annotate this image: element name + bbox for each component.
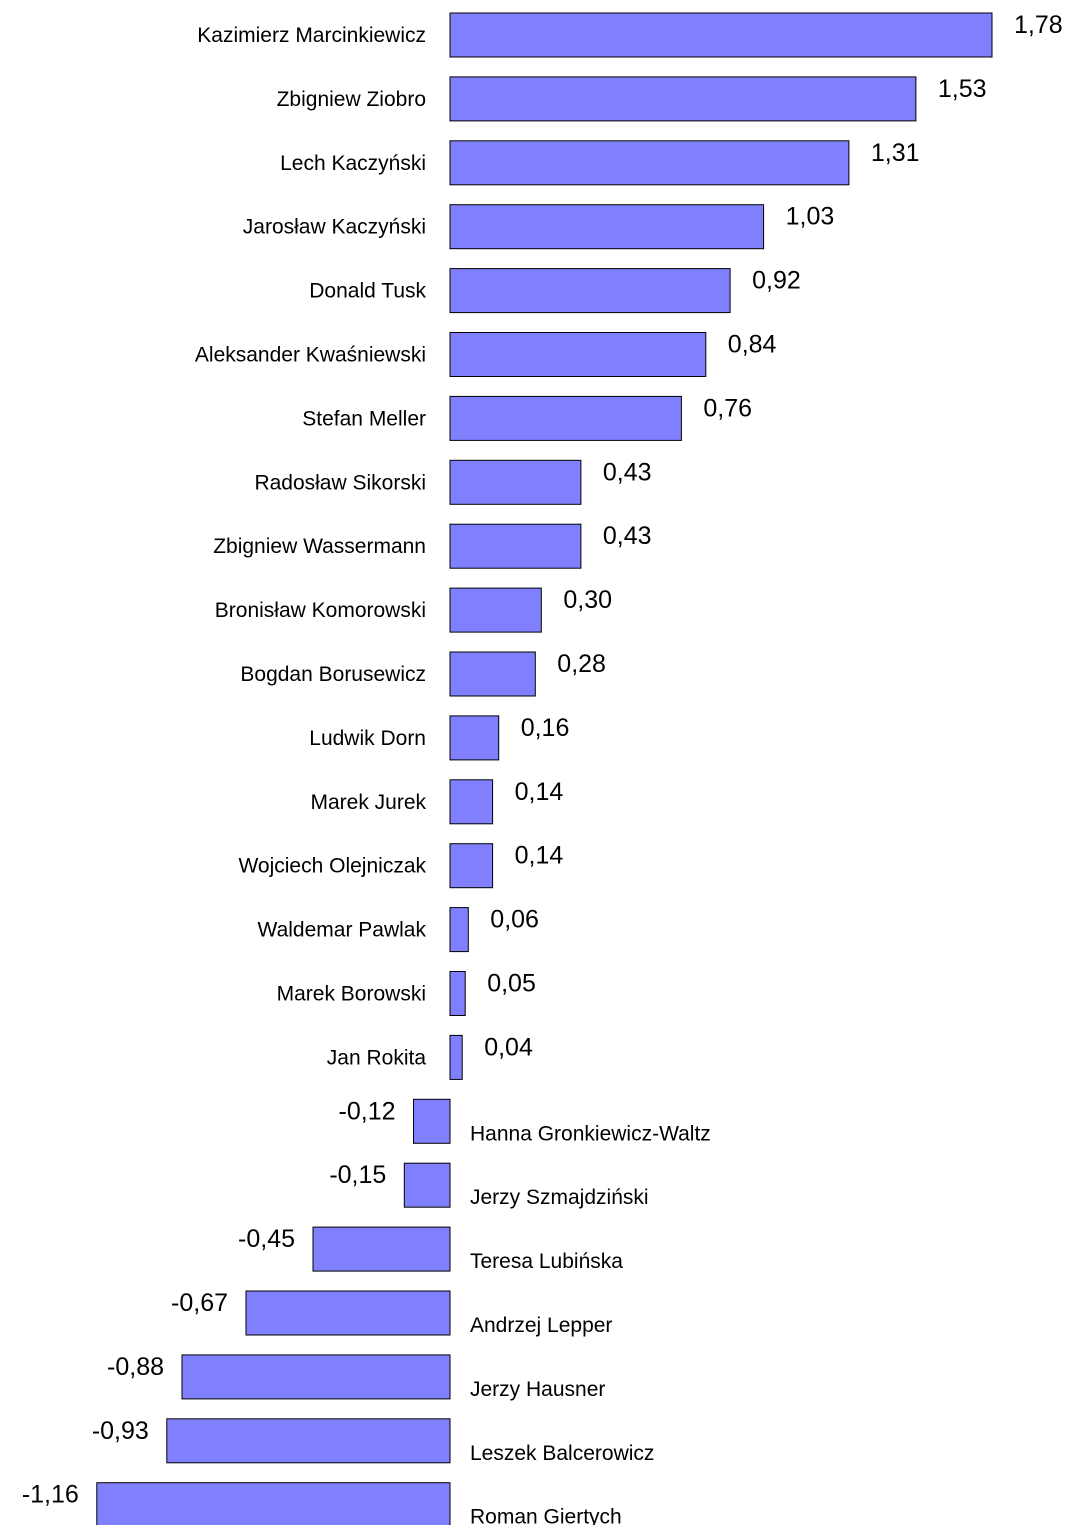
bar [449,1034,463,1080]
bar [96,1482,451,1525]
category-label: Aleksander Kwaśniewski [195,344,426,367]
bar [449,332,707,377]
category-label: Marek Borowski [277,983,426,1006]
category-label: Donald Tusk [309,280,426,303]
value-label: 0,04 [484,1033,533,1061]
bar [166,1418,451,1464]
bar [449,587,542,633]
value-label: 0,76 [703,394,752,422]
value-label: 1,31 [871,139,920,167]
value-label: 0,84 [728,331,777,359]
value-label: -1,16 [22,1481,79,1509]
bar [449,843,494,889]
value-label: 0,92 [752,267,801,295]
value-label: 0,28 [557,650,606,678]
category-label: Jerzy Szmajdziński [470,1186,649,1209]
category-label: Roman Giertych [470,1506,622,1525]
category-label: Kazimierz Marcinkiewicz [197,24,426,47]
category-label: Bronisław Komorowski [215,599,426,622]
bar [181,1354,451,1400]
bar [449,395,682,441]
value-label: 0,43 [603,522,652,550]
category-label: Jerzy Hausner [470,1378,605,1401]
bar [449,651,536,697]
category-label: Teresa Lubińska [470,1250,623,1273]
bar [449,779,494,825]
category-label: Stefan Meller [302,407,426,430]
value-label: -0,15 [329,1161,386,1189]
bar [449,12,993,58]
value-label: -0,45 [238,1225,295,1253]
bar [403,1162,451,1208]
value-label: -0,12 [339,1097,396,1125]
category-label: Hanna Gronkiewicz-Waltz [470,1122,711,1145]
bar [449,907,469,953]
bar [413,1098,451,1144]
bar [449,523,582,569]
value-label: 0,30 [563,586,612,614]
bar [449,971,466,1016]
bar [449,459,582,505]
value-label: -0,67 [171,1289,228,1317]
bar [449,268,731,314]
bar [449,715,500,761]
category-label: Zbigniew Ziobro [277,88,426,111]
category-label: Bogdan Borusewicz [240,663,426,686]
category-label: Marek Jurek [310,791,426,814]
value-label: 0,06 [490,906,539,934]
bar [449,204,765,250]
value-label: 0,43 [603,458,652,486]
value-label: 0,16 [521,714,570,742]
bar [449,76,917,122]
category-label: Lech Kaczyński [280,152,426,175]
category-label: Radosław Sikorski [254,471,426,494]
category-label: Wojciech Olejniczak [238,855,426,878]
bar [312,1226,451,1272]
category-label: Ludwik Dorn [309,727,426,750]
value-label: 1,53 [938,75,987,103]
category-label: Jan Rokita [327,1046,427,1069]
value-label: 1,03 [786,203,835,231]
value-label: -0,88 [107,1353,164,1381]
bar [245,1290,451,1336]
category-label: Jarosław Kaczyński [243,216,426,239]
value-label: -0,93 [92,1417,149,1445]
category-label: Leszek Balcerowicz [470,1442,654,1465]
category-label: Zbigniew Wassermann [213,535,426,558]
bar [449,140,850,186]
value-label: 0,14 [515,778,564,806]
value-label: 0,14 [515,842,564,870]
category-label: Waldemar Pawlak [258,919,427,942]
category-label: Andrzej Lepper [470,1314,612,1337]
value-label: 0,05 [487,970,536,998]
value-label: 1,78 [1014,11,1063,39]
